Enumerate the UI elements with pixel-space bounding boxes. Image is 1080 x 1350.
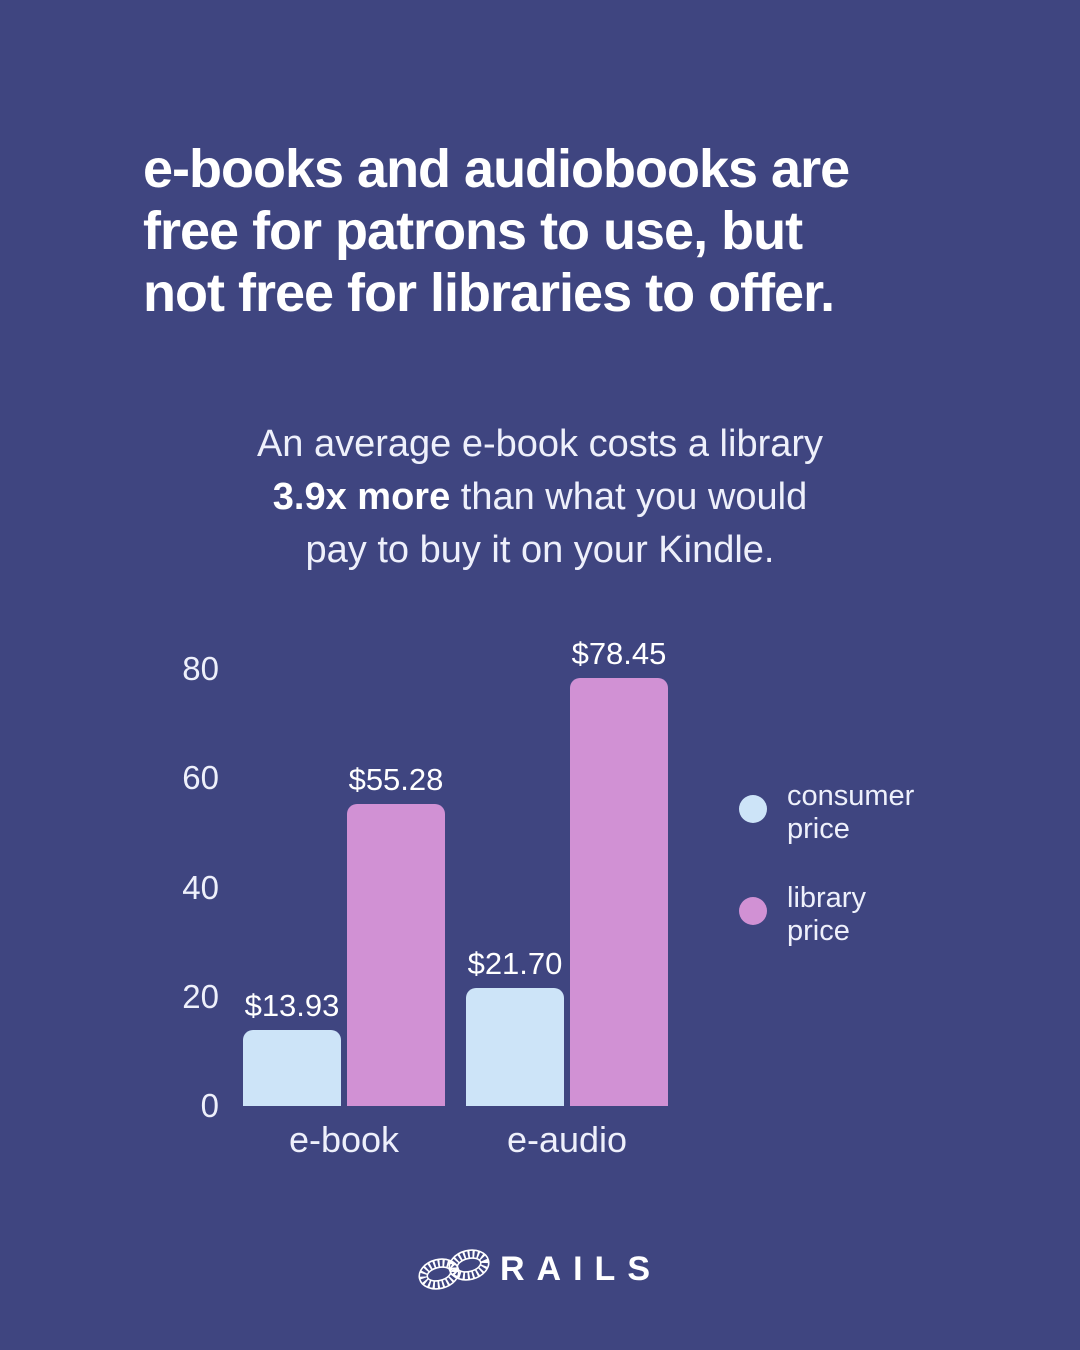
legend-label-library-price: library price	[787, 882, 866, 947]
bar-value-label: $55.28	[348, 762, 444, 798]
consumer-price-swatch	[739, 795, 767, 823]
legend-label-consumer-price: consumer price	[787, 780, 915, 845]
bar-library-price-e-audio	[570, 677, 668, 1106]
subtitle-line-1: An average e-book costs a library	[256, 423, 824, 465]
y-tick-label: 20	[182, 977, 219, 1015]
x-category-label: e-audio	[506, 1119, 628, 1160]
headline-line-3: not free for libraries to offer.	[143, 263, 835, 323]
legend-item-library-price: library price	[739, 882, 914, 948]
brand-name: RAILS	[500, 1250, 662, 1288]
bar-value-label: $13.93	[244, 987, 340, 1023]
y-axis: 0 20 40 60 80	[120, 620, 219, 1124]
legend-item-consumer-price: consumer price	[739, 780, 914, 846]
x-category-label: e-book	[288, 1119, 400, 1160]
bar-value-label: $21.70	[467, 945, 563, 981]
chart-legend: consumer price library price	[739, 780, 914, 948]
bar-consumer-price-e-book	[243, 1029, 341, 1106]
y-tick-label: 80	[182, 650, 219, 688]
bar-value-label: $78.45	[571, 635, 667, 671]
footer-brand: RAILS	[0, 1246, 1080, 1293]
library-price-swatch	[739, 897, 767, 925]
headline-line-2: free for patrons to use, but	[143, 201, 803, 261]
subtitle-line-3: pay to buy it on your Kindle.	[305, 529, 775, 571]
subtitle-line-2: 3.9x more than what you would	[0, 471, 1080, 524]
bar-consumer-price-e-audio	[466, 987, 564, 1106]
headline: e-books and audiobooks are free for patr…	[143, 138, 850, 324]
headline-line-1: e-books and audiobooks are	[143, 139, 850, 199]
bar-library-price-e-book	[347, 804, 445, 1106]
y-tick-label: 40	[182, 868, 219, 906]
rails-logo-icon	[418, 1249, 490, 1290]
y-tick-label: 60	[182, 759, 219, 797]
bar-chart-plot-area: e-book e-audio $13.93 $21.70 $55.28 $78.45	[220, 620, 700, 1160]
subtitle: An average e-book costs a library 3.9x m…	[0, 418, 1080, 577]
subtitle-stat: 3.9x more	[272, 476, 451, 518]
subtitle-line-2-rest: than what you would	[450, 476, 808, 518]
y-tick-label: 0	[200, 1087, 219, 1124]
